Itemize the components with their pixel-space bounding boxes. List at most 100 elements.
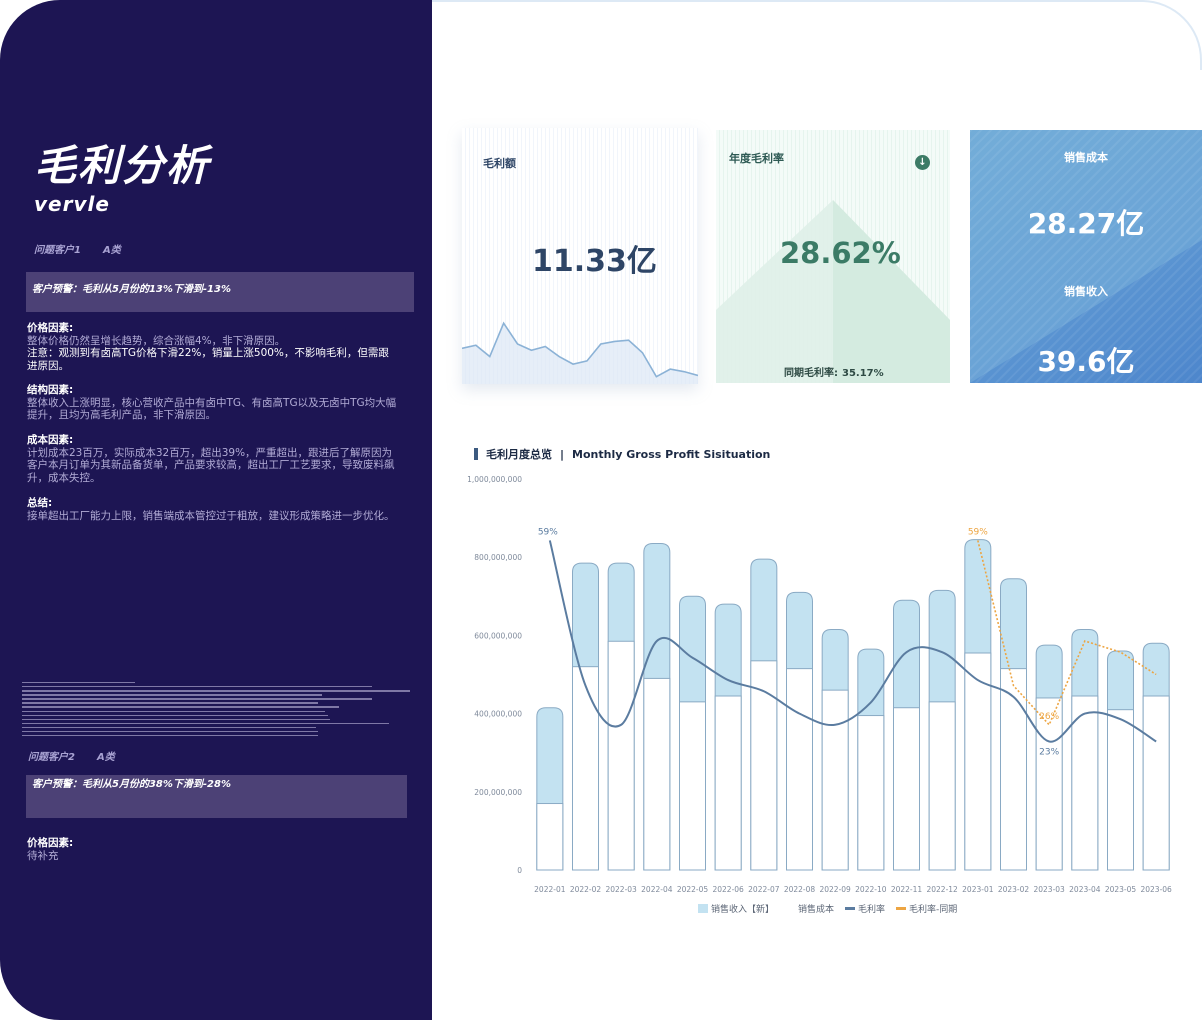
chart-title-cn: 毛利月度总览 bbox=[486, 448, 552, 461]
kpi-label: 年度毛利率 bbox=[729, 152, 784, 165]
cost-bar bbox=[536, 803, 564, 871]
x-tick: 2022-06 bbox=[712, 885, 744, 894]
cost-bar bbox=[821, 689, 849, 871]
factor-note: 注意：观测到有卤高TG价格下滑22%，销量上涨500%，不影响毛利，但需跟进原因… bbox=[27, 347, 389, 372]
customer-2-class: A类 bbox=[96, 752, 115, 763]
factor-heading: 价格因素: bbox=[27, 322, 74, 334]
y-left-tick: 200,000,000 bbox=[474, 788, 522, 797]
sparkline-line bbox=[462, 321, 698, 378]
chart-title-en: Monthly Gross Profit Sisituation bbox=[572, 447, 771, 461]
x-tick: 2022-03 bbox=[605, 885, 637, 894]
x-tick: 2023-01 bbox=[962, 885, 994, 894]
structure-factor-1: 结构因素: 整体收入上涨明显，核心营收产品中有卤中TG、有卤高TG以及无卤中TG… bbox=[27, 384, 399, 422]
kpi-gross-profit-card: 毛利额 11.33亿 bbox=[462, 128, 698, 384]
x-tick: 2022-04 bbox=[641, 885, 673, 894]
legend-swatch bbox=[845, 907, 855, 910]
x-tick: 2023-03 bbox=[1033, 885, 1065, 894]
cost-bar bbox=[1071, 695, 1099, 871]
x-tick: 2022-02 bbox=[570, 885, 602, 894]
legend-label: 毛利率 bbox=[858, 903, 885, 915]
x-tick: 2023-06 bbox=[1140, 885, 1172, 894]
x-tick: 2022-11 bbox=[891, 885, 923, 894]
x-tick: 2023-04 bbox=[1069, 885, 1101, 894]
title-marker bbox=[474, 448, 478, 460]
gross-profit-sparkline bbox=[462, 321, 698, 384]
cost-bar bbox=[928, 701, 956, 871]
panel-title: 毛利分析 bbox=[34, 141, 211, 190]
x-tick: 2022-10 bbox=[855, 885, 887, 894]
legend-label: 销售成本 bbox=[798, 903, 834, 915]
cost-bar bbox=[964, 652, 992, 871]
y-left-tick: 400,000,000 bbox=[474, 710, 522, 719]
y-left-tick: 600,000,000 bbox=[474, 631, 522, 640]
customer-2-label: 问题客户2 bbox=[28, 752, 75, 763]
cost-bar bbox=[1142, 695, 1170, 871]
kpi-cost-revenue-card: 销售成本 28.27亿 销售收入 39.6亿 bbox=[970, 130, 1202, 383]
legend-swatch bbox=[896, 907, 906, 910]
monthly-gross-profit-chart: 0 200,000,000 400,000,000 600,000,000 800,00… bbox=[467, 475, 1172, 915]
chart-title: 毛利月度总览 | Monthly Gross Profit Sisituatio… bbox=[474, 446, 770, 462]
x-tick: 2022-12 bbox=[926, 885, 958, 894]
x-tick: 2022-09 bbox=[819, 885, 851, 894]
factor-text: 整体价格仍然呈增长趋势，综合涨幅4%，非下滑原因。 bbox=[27, 334, 286, 347]
cost-bar bbox=[714, 695, 742, 871]
factor-heading: 结构因素: bbox=[27, 384, 74, 396]
decorative-lines bbox=[22, 682, 414, 739]
data-label: 26% bbox=[1039, 712, 1059, 722]
panel-subtitle: vervle bbox=[34, 192, 110, 216]
legend-swatch bbox=[698, 904, 708, 913]
x-tick: 2023-02 bbox=[998, 885, 1030, 894]
x-tick: 2022-01 bbox=[534, 885, 566, 894]
cost-bar bbox=[679, 701, 706, 871]
margin-background-shape bbox=[716, 200, 950, 383]
data-label: 23% bbox=[1039, 748, 1059, 758]
factor-heading: 成本因素: bbox=[27, 434, 74, 446]
kpi-value: 28.62% bbox=[780, 236, 901, 270]
factor-text: 待补充 bbox=[27, 849, 59, 862]
factor-text: 计划成本23百万，实际成本32百万，超出39%，严重超出，跟进后了解原因为客户本… bbox=[27, 446, 395, 484]
prior-margin-value: 35.17% bbox=[842, 368, 884, 379]
summary-factor-1: 总结: 接单超出工厂能力上限，销售端成本管控过于粗放，建议形成策略进一步优化。 bbox=[27, 497, 399, 522]
factor-heading: 总结: bbox=[27, 497, 53, 509]
warning-banner-2: 客户预警：毛利从5月份的38%下滑到-28% bbox=[26, 775, 407, 818]
customer-2-header: 问题客户2 A类 bbox=[28, 748, 115, 763]
factor-text: 整体收入上涨明显，核心营收产品中有卤中TG、有卤高TG以及无卤中TG均大幅提升，… bbox=[27, 396, 397, 422]
cost-background-shape bbox=[970, 130, 1202, 383]
margin-line bbox=[548, 540, 1157, 743]
cost-bar bbox=[1035, 697, 1063, 871]
analysis-panel: 毛利分析 vervle 问题客户1 A类 客户预警：毛利从5月份的13%下滑到-… bbox=[0, 0, 432, 1020]
cost-bar bbox=[1107, 709, 1134, 871]
sales-revenue-value: 39.6亿 bbox=[1037, 345, 1135, 378]
x-tick: 2022-07 bbox=[748, 885, 780, 894]
y-left-tick: 1,000,000,000 bbox=[467, 475, 522, 484]
margin-prev-line bbox=[977, 540, 1157, 727]
sales-cost-label: 销售成本 bbox=[1064, 151, 1108, 164]
x-tick: 2022-05 bbox=[677, 885, 709, 894]
customer-1-label: 问题客户1 bbox=[34, 245, 81, 256]
kpi-value: 11.33亿 bbox=[532, 244, 657, 279]
sales-cost-value: 28.27亿 bbox=[1027, 207, 1145, 240]
legend-swatch bbox=[785, 904, 795, 913]
customer-1-class: A类 bbox=[102, 245, 121, 256]
legend-label: 毛利率-同期 bbox=[909, 903, 957, 915]
y-left-tick: 0 bbox=[517, 866, 522, 875]
cost-bar bbox=[1000, 668, 1027, 871]
data-label: 59% bbox=[968, 527, 988, 537]
sparkline-area bbox=[462, 323, 698, 384]
kpi-label: 毛利额 bbox=[483, 157, 516, 170]
cost-bar bbox=[893, 707, 920, 871]
data-label: 59% bbox=[538, 527, 558, 537]
prior-margin-label: 同期毛利率: bbox=[784, 368, 838, 379]
frame-border bbox=[432, 0, 1202, 70]
legend-label: 销售收入【新】 bbox=[711, 903, 774, 915]
price-factor-2: 价格因素: 待补充 bbox=[27, 837, 399, 862]
prior-margin: 同期毛利率: 35.17% bbox=[784, 364, 884, 379]
warning-banner-1: 客户预警：毛利从5月份的13%下滑到-13% bbox=[26, 272, 414, 312]
customer-1-header: 问题客户1 A类 bbox=[34, 241, 121, 256]
sales-revenue-label: 销售收入 bbox=[1064, 285, 1108, 298]
cost-bar bbox=[607, 640, 635, 871]
x-tick: 2023-05 bbox=[1105, 885, 1137, 894]
cost-factor-1: 成本因素: 计划成本23百万，实际成本32百万，超出39%，严重超出，跟进后了解… bbox=[27, 434, 399, 484]
cost-bar bbox=[857, 715, 885, 871]
cost-bar bbox=[572, 666, 599, 871]
